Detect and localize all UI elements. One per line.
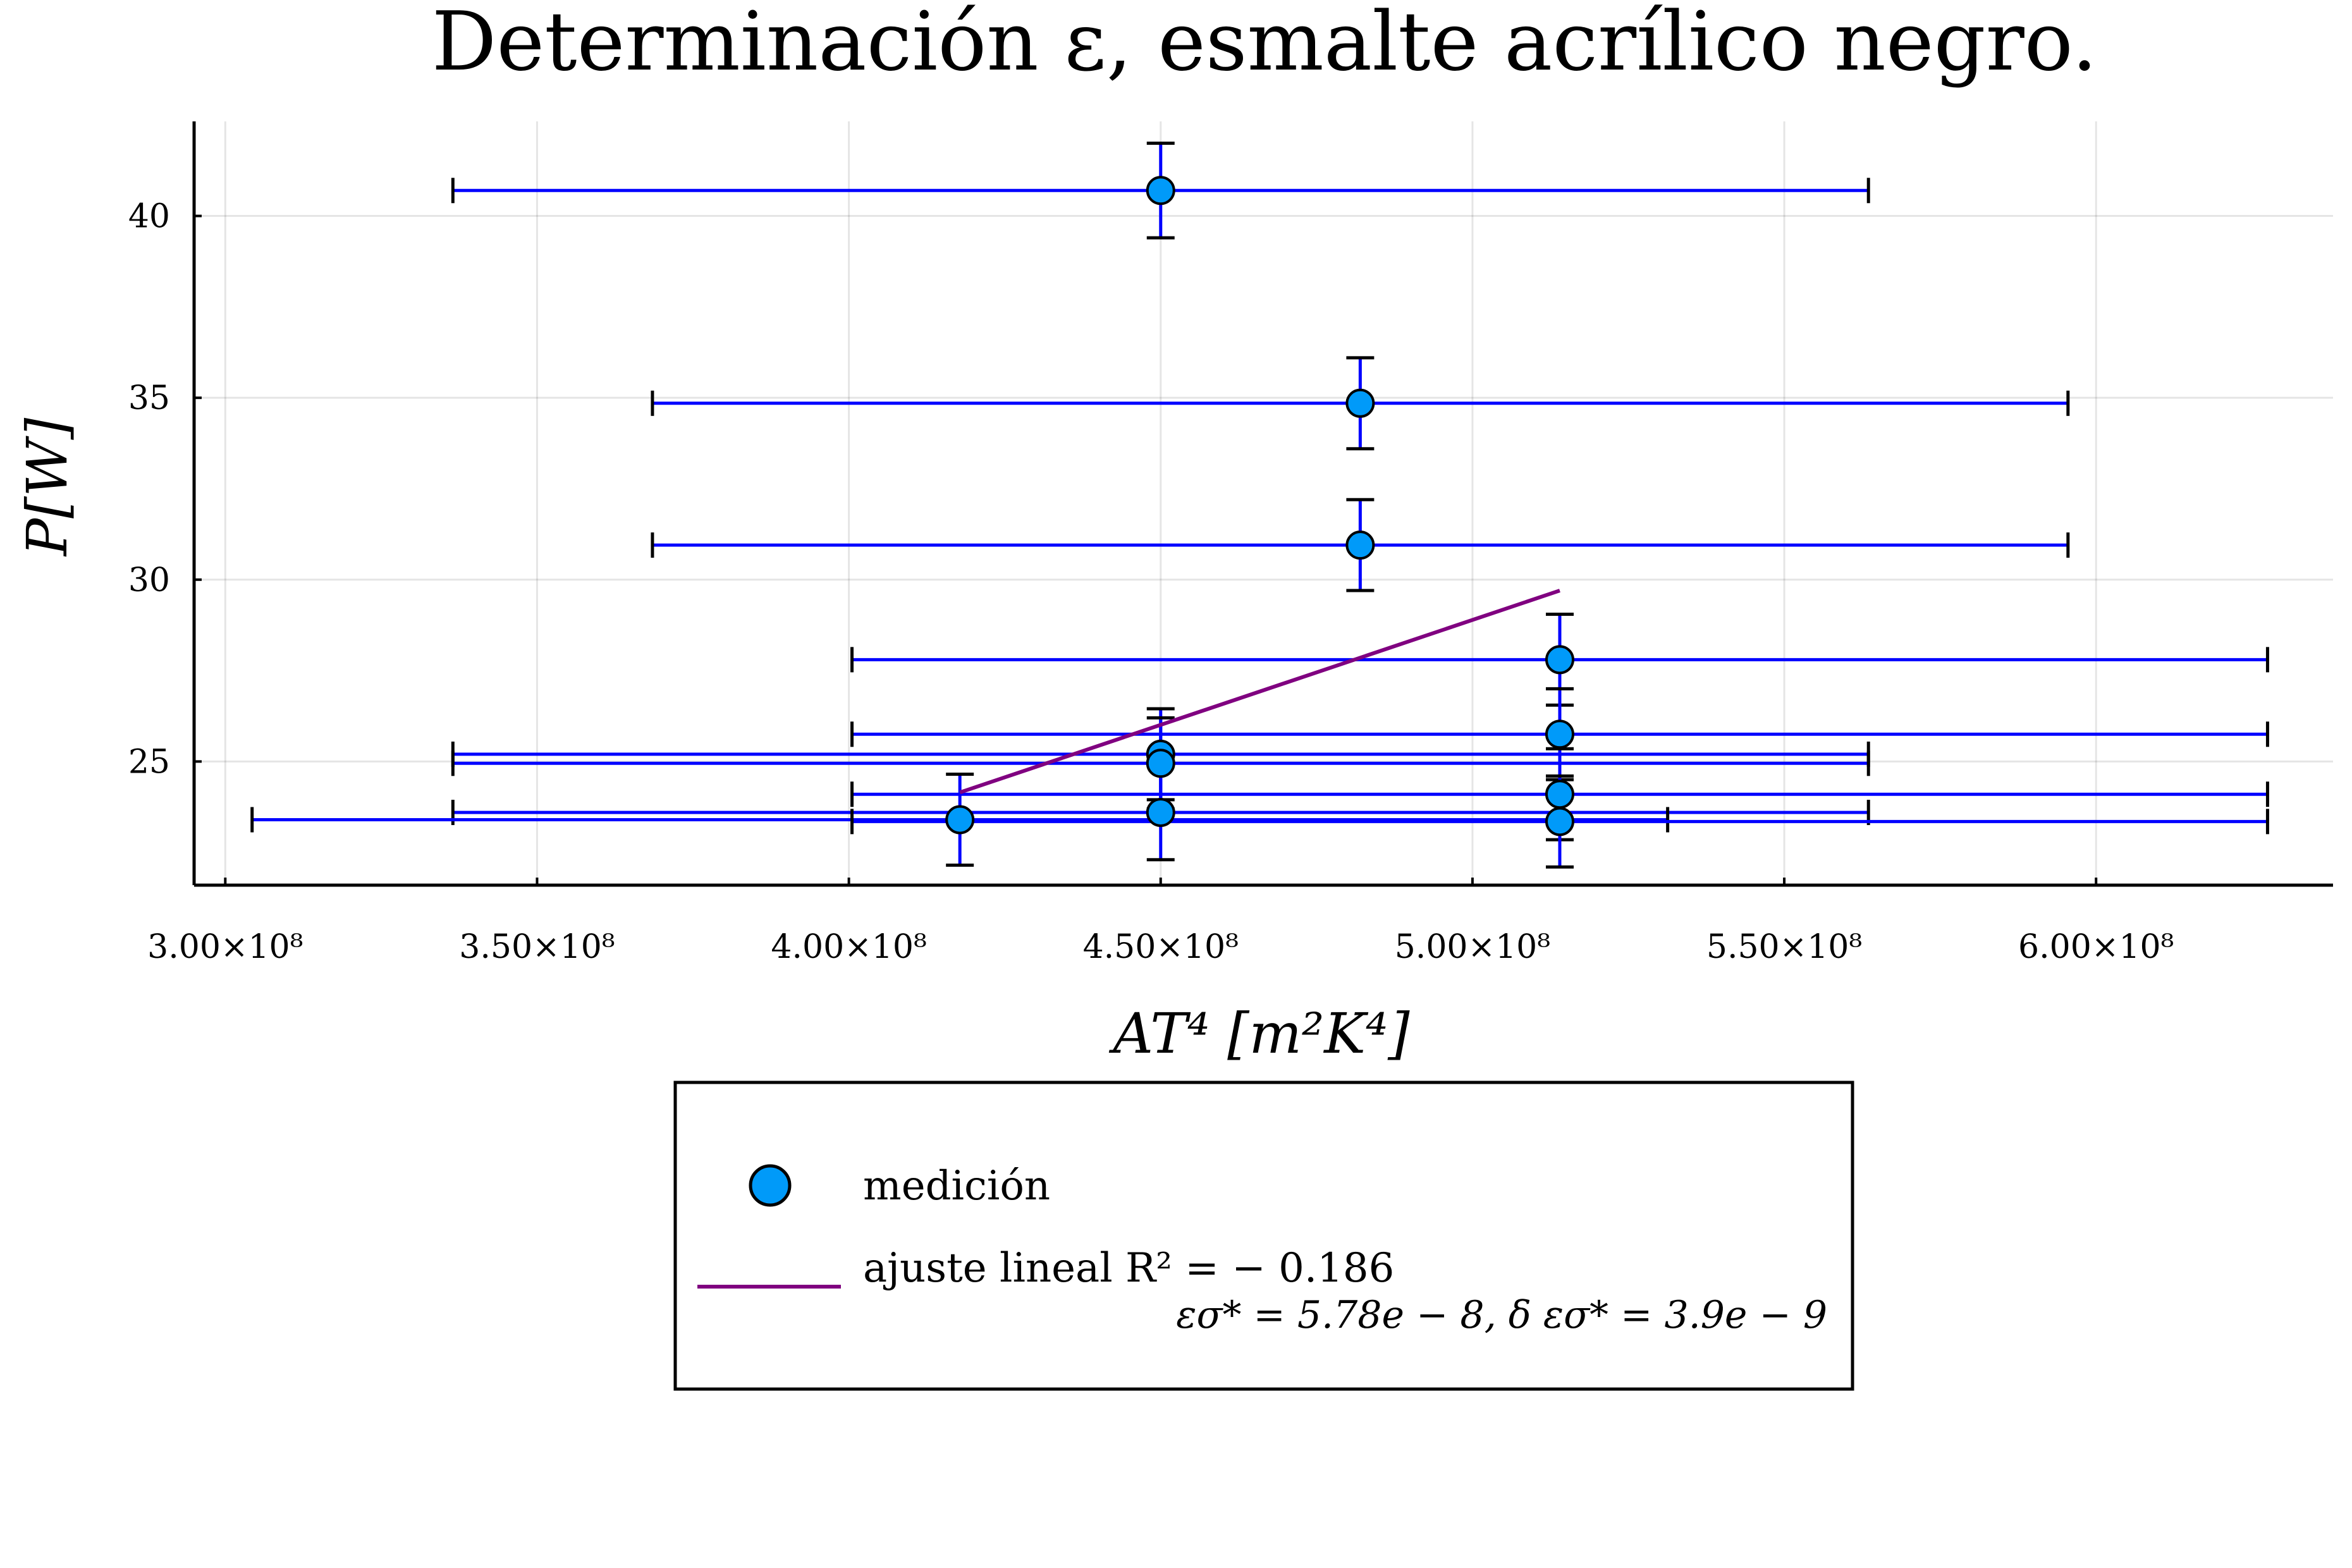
data-point xyxy=(1146,749,1175,778)
data-point xyxy=(1345,530,1375,560)
y-tick-label: 25 xyxy=(128,743,170,781)
fit-line xyxy=(959,589,1560,795)
x-tick-label: 4.00×10⁸ xyxy=(771,928,926,966)
x-tick-label: 6.00×10⁸ xyxy=(2018,928,2174,966)
data-point xyxy=(945,805,975,835)
legend-marker-icon xyxy=(749,1164,792,1207)
x-tick-label: 3.50×10⁸ xyxy=(459,928,615,966)
data-point xyxy=(1146,176,1175,205)
legend-box xyxy=(673,1081,1854,1391)
legend-label-fit-params: εσ* = 5.78e − 8, δ εσ* = 3.9e − 9 xyxy=(1176,1293,1827,1337)
chart-title: Determinación ε, esmalte acrílico negro. xyxy=(432,0,2098,89)
y-tick-label: 35 xyxy=(128,379,170,417)
data-point xyxy=(1146,797,1175,827)
legend: medición ajuste lineal R² = − 0.186 εσ* … xyxy=(673,1081,1854,1391)
y-axis-label: P[W] xyxy=(15,417,80,557)
legend-label-fit: ajuste lineal R² = − 0.186 xyxy=(863,1245,1394,1292)
grid-lines xyxy=(194,121,2333,885)
data-point xyxy=(1545,780,1574,809)
x-axis-label: AT⁴ [m²K⁴] xyxy=(1108,1001,1410,1066)
axes xyxy=(192,121,2333,887)
x-tick-label: 3.00×10⁸ xyxy=(147,928,303,966)
x-tick-label: 5.00×10⁸ xyxy=(1395,928,1550,966)
y-tick-label: 40 xyxy=(128,198,170,236)
x-tick-label: 4.50×10⁸ xyxy=(1083,928,1239,966)
data-point xyxy=(1545,720,1574,749)
y-tick-label: 30 xyxy=(128,561,170,599)
data-point xyxy=(1345,388,1375,418)
fit-line-layer xyxy=(959,589,1560,795)
data-point xyxy=(1545,807,1574,836)
tick-labels: 3.00×10⁸ 3.50×10⁸ 4.00×10⁸ 4.50×10⁸ 5.00×10⁸… xyxy=(128,198,2174,966)
data-point xyxy=(1545,645,1574,675)
data-points xyxy=(945,176,1574,836)
legend-label-medicion: medición xyxy=(863,1163,1050,1210)
x-tick-label: 5.50×10⁸ xyxy=(1706,928,1862,966)
